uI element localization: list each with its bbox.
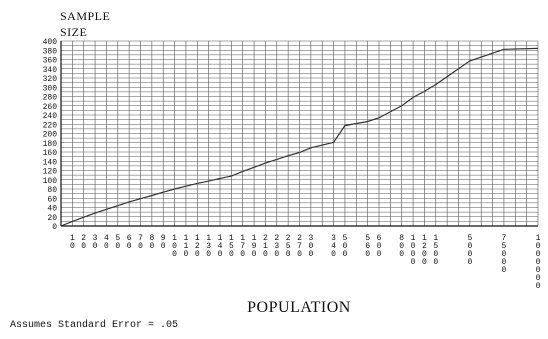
y-tick-label: 160	[43, 149, 58, 158]
y-tick-label: 200	[43, 131, 58, 140]
y-tick-label: 400	[43, 38, 58, 47]
y-tick-label: 20	[47, 214, 57, 223]
plot-svg: 0204060801001201401601802002202402602803…	[43, 38, 541, 291]
y-tick-label: 300	[43, 84, 58, 93]
y-tick-label: 80	[47, 186, 57, 195]
y-tick-label: 380	[43, 47, 58, 56]
y-axis-title-line-2: SIZE	[60, 25, 88, 39]
y-tick-label: 120	[43, 168, 58, 177]
series-line	[60, 47, 539, 227]
y-tick-label: 40	[47, 205, 57, 214]
y-tick-label: 280	[43, 94, 58, 103]
x-axis-title: POPULATION	[247, 299, 351, 316]
footnote: Assumes Standard Error = .05	[10, 320, 179, 331]
y-axis-title-line-1: SAMPLE	[60, 9, 111, 23]
y-tick-label: 60	[47, 195, 57, 204]
y-tick-label: 360	[43, 57, 58, 66]
y-tick-label: 320	[43, 75, 58, 84]
y-tick-label: 100	[43, 177, 58, 186]
y-tick-label: 260	[43, 103, 58, 112]
y-tick-label: 180	[43, 140, 58, 149]
y-tick-label: 0	[52, 223, 57, 232]
y-tick-label: 340	[43, 66, 58, 75]
y-tick-label: 240	[43, 112, 58, 121]
y-tick-label: 220	[43, 121, 58, 130]
y-axis-title: SAMPLE SIZE	[60, 8, 110, 40]
y-tick-label: 140	[43, 158, 58, 167]
